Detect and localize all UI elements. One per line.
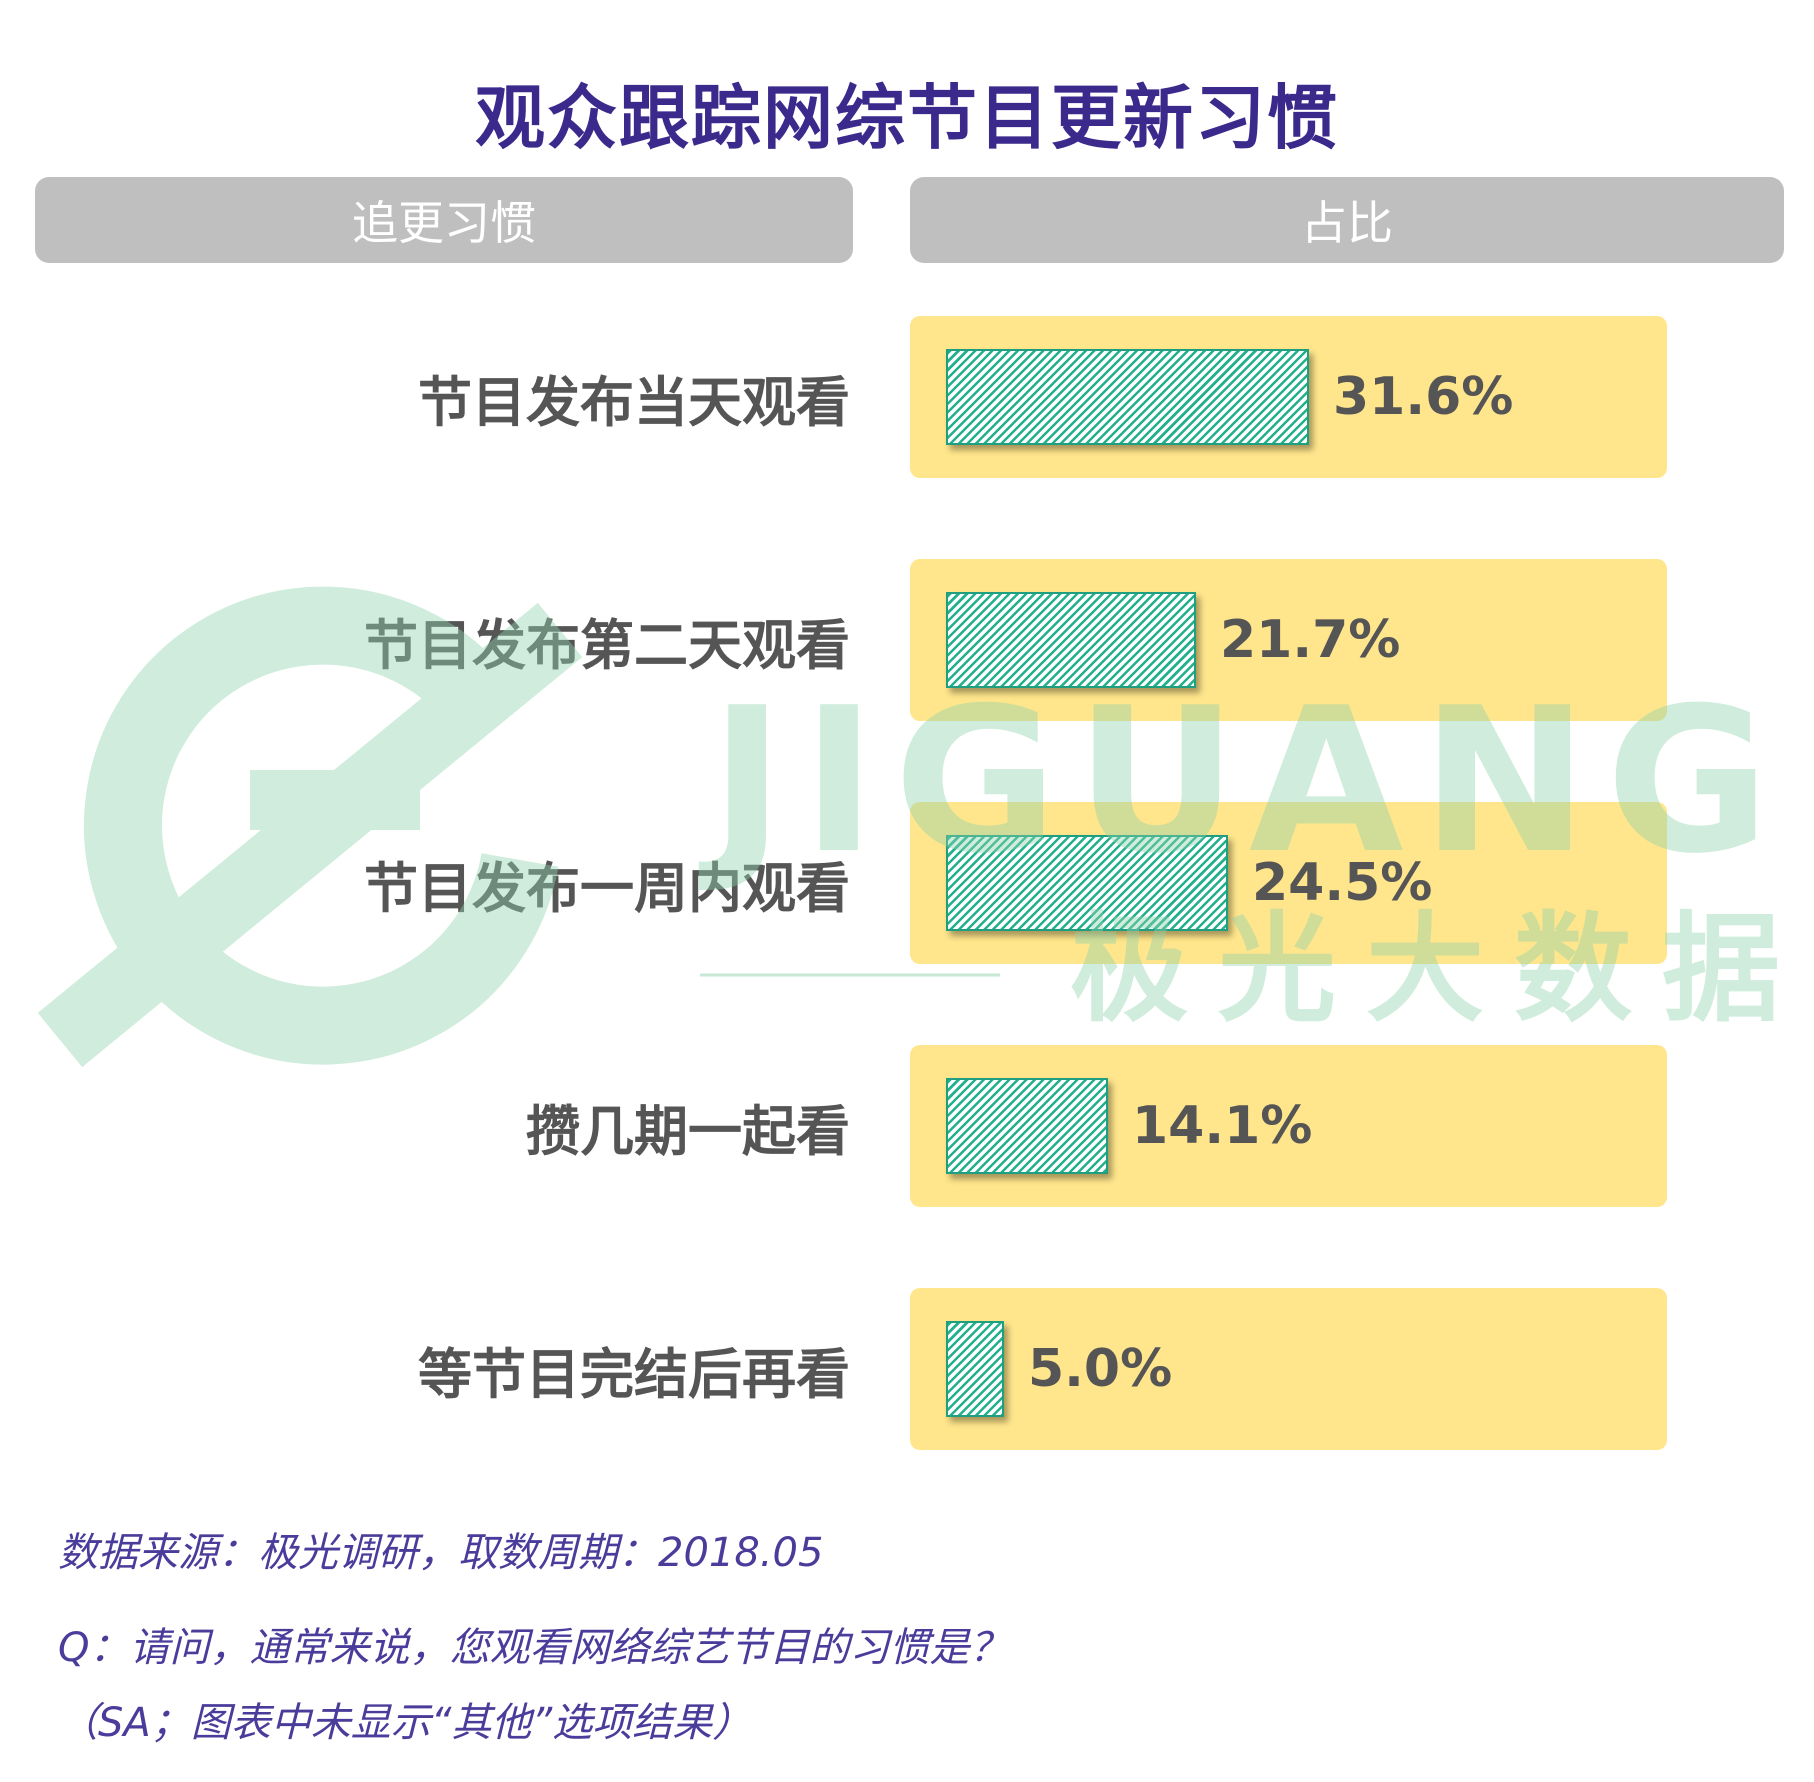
header-habit: 追更习惯 — [35, 177, 853, 263]
bar — [946, 1078, 1108, 1174]
bar — [946, 349, 1309, 445]
bar-track — [910, 1288, 1667, 1450]
category-label: 节目发布当天观看 — [418, 370, 850, 434]
header-habit-label: 追更习惯 — [352, 196, 536, 250]
value-label: 14.1% — [1132, 1096, 1313, 1156]
bar-row: 攒几期一起看 14.1% — [0, 1045, 1814, 1207]
value-label: 24.5% — [1252, 853, 1433, 913]
remark-note: （SA；图表中未显示“其他”选项结果） — [58, 1700, 753, 1746]
header-share-label: 占比 — [1301, 196, 1393, 250]
bar-row: 节目发布第二天观看 21.7% — [0, 559, 1814, 721]
question-note: Q：请问，通常来说，您观看网络综艺节目的习惯是？ — [58, 1625, 1010, 1671]
bar-row: 节目发布一周内观看 24.5% — [0, 802, 1814, 964]
value-label: 31.6% — [1333, 367, 1514, 427]
header-share: 占比 — [910, 177, 1784, 263]
bar — [946, 1321, 1004, 1417]
bar-row: 等节目完结后再看 5.0% — [0, 1288, 1814, 1450]
category-label: 节目发布一周内观看 — [364, 856, 850, 920]
value-label: 21.7% — [1220, 610, 1401, 670]
category-label: 等节目完结后再看 — [418, 1342, 850, 1406]
chart-title: 观众跟踪网综节目更新习惯 — [475, 77, 1339, 159]
source-note: 数据来源：极光调研，取数周期：2018.05 — [58, 1530, 824, 1576]
category-label: 攒几期一起看 — [526, 1099, 850, 1163]
bar — [946, 835, 1228, 931]
bar — [946, 592, 1196, 688]
bar-row: 节目发布当天观看 31.6% — [0, 316, 1814, 478]
value-label: 5.0% — [1028, 1339, 1173, 1399]
category-label: 节目发布第二天观看 — [364, 613, 850, 677]
